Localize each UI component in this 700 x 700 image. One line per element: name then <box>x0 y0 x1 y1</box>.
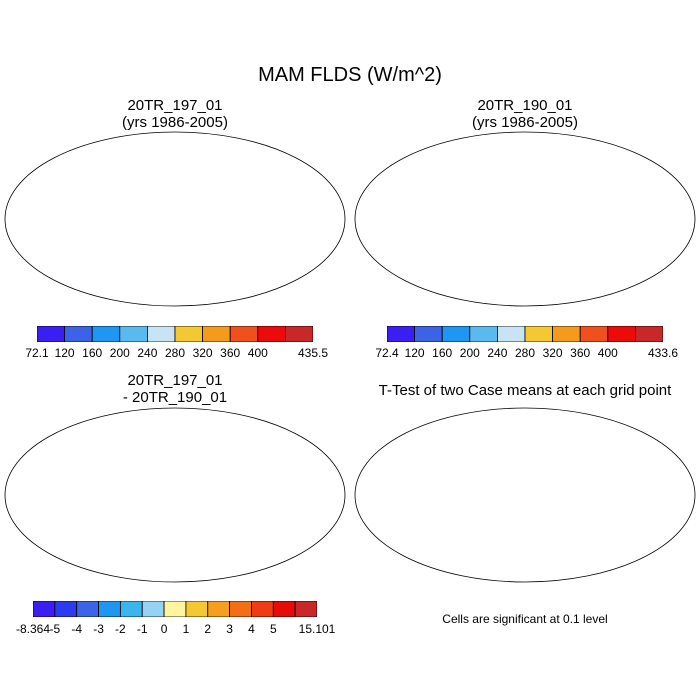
colorbar-3-swatch <box>141 601 165 617</box>
colorbar-2-swatch <box>552 326 581 342</box>
colorbar-3-tick-label: -8.364 <box>15 622 51 636</box>
panel-1-title-line2: (yrs 1986-2005) <box>122 114 228 131</box>
colorbar-3-tick-label: 2 <box>204 622 212 636</box>
colorbar-2-tick-label: 320 <box>542 346 563 360</box>
colorbar-1-swatch <box>91 326 121 342</box>
colorbar-2-swatch <box>634 326 663 342</box>
colorbar-3-swatch <box>76 601 99 617</box>
colorbar-3-tick-label: 1 <box>182 622 190 636</box>
colorbar-1-swatch <box>37 326 66 342</box>
colorbar-2-tick-label: 400 <box>597 346 618 360</box>
colorbar-2-swatch <box>441 326 471 342</box>
colorbar-3-tick-label: -3 <box>93 622 104 636</box>
colorbar-3-tick-label: 15.101 <box>298 622 336 636</box>
panel-3-title-line2: - 20TR_190_01 <box>122 389 228 406</box>
colorbar-3-swatch <box>98 601 121 617</box>
colorbar-2-swatch <box>414 326 443 342</box>
colorbar-1-swatch <box>174 326 204 342</box>
panel-4-title: T-Test of two Case means at each grid po… <box>350 382 700 399</box>
colorbar-3-swatch <box>229 601 252 617</box>
colorbar-3-tick-label: -2 <box>115 622 126 636</box>
colorbar-panel-3 <box>33 601 317 617</box>
colorbar-3-swatch <box>185 601 209 617</box>
colorbar-2-tick-label: 433.6 <box>647 346 679 360</box>
colorbar-1-swatch <box>147 326 176 342</box>
colorbar-2-tick-label: 160 <box>432 346 453 360</box>
colorbar-3-swatch <box>54 601 78 617</box>
colorbar-panel-3-labels: -8.364 -5 -4 -3 -2 -1 0 1 2 3 4 5 15.101 <box>16 622 335 638</box>
colorbar-1-swatch <box>257 326 286 342</box>
colorbar-3-tick-label: -1 <box>136 622 148 636</box>
colorbar-1-tick-label: 360 <box>220 346 241 360</box>
colorbar-3-swatch <box>163 601 187 617</box>
colorbar-3-tick-label: 0 <box>160 622 168 636</box>
colorbar-panel-2-labels: 72.4 120 160 200 240 280 320 360 400 433.6 <box>375 346 678 362</box>
figure-title: MAM FLDS (W/m^2) <box>258 64 442 86</box>
map-panel-2 <box>354 131 696 307</box>
colorbar-1-swatch <box>119 326 148 342</box>
colorbar-1-swatch <box>64 326 93 342</box>
colorbar-2-swatch <box>497 326 526 342</box>
colorbar-1-tick-label: 200 <box>109 346 130 360</box>
panel-2-title: 20TR_190_01 (yrs 1986-2005) <box>425 97 625 131</box>
colorbar-3-tick-label: -4 <box>71 622 83 636</box>
colorbar-2-tick-label: 200 <box>459 346 480 360</box>
colorbar-3-tick-label: 5 <box>269 622 277 636</box>
colorbar-1-tick-label: 280 <box>164 346 186 360</box>
colorbar-3-swatch <box>207 601 231 617</box>
colorbar-2-tick-label: 240 <box>487 346 508 360</box>
colorbar-1-tick-label: 240 <box>137 346 158 360</box>
colorbar-panel-1 <box>37 326 313 342</box>
colorbar-1-tick-label: 320 <box>192 346 213 360</box>
colorbar-3-swatch <box>119 601 143 617</box>
panel-2-title-line1: 20TR_190_01 <box>477 97 573 114</box>
colorbar-1-tick-label: 435.5 <box>297 346 329 360</box>
map-panel-3 <box>4 407 346 583</box>
colorbar-3-tick-label: 4 <box>248 622 255 636</box>
colorbar-3-swatch <box>294 601 317 617</box>
colorbar-2-swatch <box>387 326 416 342</box>
colorbar-2-swatch <box>607 326 636 342</box>
colorbar-1-tick-label: 400 <box>247 346 268 360</box>
panel-3-title: 20TR_197_01 - 20TR_190_01 <box>75 372 275 406</box>
panel-1-title-line1: 20TR_197_01 <box>127 97 223 114</box>
colorbar-1-tick-label: 72.1 <box>25 346 49 360</box>
colorbar-3-swatch <box>251 601 274 617</box>
colorbar-3-tick-label: 3 <box>226 622 233 636</box>
colorbar-3-swatch <box>33 601 56 617</box>
panel-3-title-line1: 20TR_197_01 <box>127 372 223 389</box>
panel-1-title: 20TR_197_01 (yrs 1986-2005) <box>75 97 275 131</box>
colorbar-3-tick-label: -5 <box>49 622 61 636</box>
colorbar-2-tick-label: 72.4 <box>375 346 399 360</box>
colorbar-1-swatch <box>284 326 313 342</box>
colorbar-2-tick-label: 360 <box>570 346 591 360</box>
colorbar-3-swatch <box>272 601 296 617</box>
colorbar-2-swatch <box>524 326 554 342</box>
panel-4-title-line1: T-Test of two Case means at each grid po… <box>378 382 672 399</box>
colorbar-panel-2 <box>387 326 663 342</box>
colorbar-panel-1-labels: 72.1 120 160 200 240 280 320 360 400 435.5 <box>25 346 328 362</box>
significance-note: Cells are significant at 0.1 level <box>442 612 608 626</box>
colorbar-1-swatch <box>229 326 259 342</box>
colorbar-1-tick-label: 160 <box>82 346 103 360</box>
colorbar-1-swatch <box>202 326 231 342</box>
colorbar-2-swatch <box>579 326 609 342</box>
map-panel-1 <box>4 131 346 307</box>
colorbar-2-tick-label: 120 <box>404 346 425 360</box>
panel-2-title-line2: (yrs 1986-2005) <box>472 114 578 131</box>
map-panel-4 <box>354 407 696 583</box>
colorbar-1-tick-label: 120 <box>54 346 75 360</box>
colorbar-2-swatch <box>469 326 498 342</box>
colorbar-2-tick-label: 280 <box>514 346 536 360</box>
